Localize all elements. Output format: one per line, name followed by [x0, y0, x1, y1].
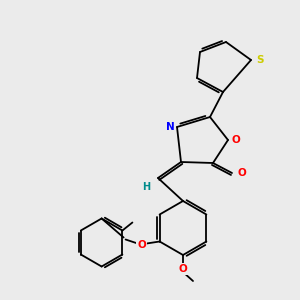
Text: O: O	[137, 241, 146, 250]
Text: O: O	[231, 135, 240, 145]
Text: H: H	[142, 182, 150, 192]
Text: S: S	[256, 55, 263, 65]
Text: N: N	[166, 122, 175, 132]
Text: O: O	[237, 168, 246, 178]
Text: O: O	[178, 264, 188, 274]
